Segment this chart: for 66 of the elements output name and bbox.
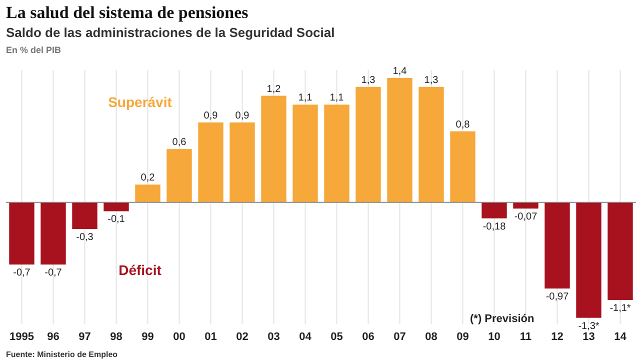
bar xyxy=(482,202,507,218)
x-tick-label: 02 xyxy=(236,331,248,343)
data-label: 1,1 xyxy=(298,92,313,104)
data-label: -0,3 xyxy=(76,232,94,243)
bar xyxy=(198,122,224,202)
x-tick-label: 00 xyxy=(173,331,186,343)
data-label: 0,8 xyxy=(456,119,470,130)
bar xyxy=(324,104,350,202)
data-label: 1,1 xyxy=(330,92,344,104)
x-tick-label: 13 xyxy=(582,331,595,343)
source-note: Fuente: Ministerio de Empleo xyxy=(6,350,118,359)
x-tick-label: 14 xyxy=(614,331,628,343)
x-tick-label: 99 xyxy=(142,331,154,343)
data-label: -0,7 xyxy=(44,268,62,279)
data-label: -1,3* xyxy=(578,320,600,332)
x-tick-label: 08 xyxy=(425,331,438,343)
chart-title: La salud del sistema de pensiones xyxy=(6,3,249,22)
data-label: -0,1 xyxy=(108,214,126,226)
annotation: Déficit xyxy=(118,262,162,278)
x-tick-label: 12 xyxy=(551,331,564,343)
x-tick-label: 03 xyxy=(268,331,280,343)
bar xyxy=(261,96,286,202)
data-label: 1,4 xyxy=(392,66,408,77)
x-tick-label: 07 xyxy=(394,331,406,343)
x-tick-label: 09 xyxy=(456,331,469,343)
x-tick-label: 97 xyxy=(78,331,91,343)
data-label: 1,3 xyxy=(424,74,439,86)
bar xyxy=(40,202,66,265)
data-label: 1,2 xyxy=(266,84,282,95)
annotation: (*) Previsión xyxy=(470,313,534,325)
y-axis-title: En % del PIB xyxy=(6,45,62,55)
data-label: -0,7 xyxy=(13,268,31,279)
data-label: 0,6 xyxy=(172,137,187,148)
bar xyxy=(387,78,412,202)
bar xyxy=(544,202,570,289)
bar xyxy=(356,86,381,202)
x-tick-label: 04 xyxy=(299,331,312,343)
x-tick-label: 01 xyxy=(204,331,217,343)
data-label: 1,3 xyxy=(361,74,376,86)
data-label: 0,2 xyxy=(140,172,156,184)
bar xyxy=(450,131,476,202)
data-label: 0,9 xyxy=(235,110,250,122)
data-label: -1,1* xyxy=(610,303,631,314)
annotation: Superávit xyxy=(108,94,172,110)
bar xyxy=(135,184,160,202)
bar xyxy=(166,149,192,202)
x-tick-label: 96 xyxy=(47,331,60,343)
bar xyxy=(608,202,633,300)
bar xyxy=(9,202,34,265)
data-label: -0,07 xyxy=(514,212,538,223)
bar xyxy=(418,86,444,202)
data-label: -0,18 xyxy=(482,221,506,232)
bar xyxy=(230,122,255,202)
bar xyxy=(292,104,318,202)
x-tick-label: 10 xyxy=(488,331,500,343)
bar xyxy=(104,202,129,212)
chart-subtitle: Saldo de las administraciones de la Seguridad Social xyxy=(6,25,335,40)
data-label: 0,9 xyxy=(204,110,218,122)
x-tick-label: 11 xyxy=(520,331,532,343)
x-tick-label: 1995 xyxy=(10,331,34,343)
bar xyxy=(72,202,98,229)
data-label: -0,97 xyxy=(546,292,570,303)
x-tick-label: 05 xyxy=(330,331,343,343)
bar xyxy=(576,202,602,318)
x-tick-label: 98 xyxy=(110,331,122,343)
x-tick-label: 06 xyxy=(362,331,374,343)
